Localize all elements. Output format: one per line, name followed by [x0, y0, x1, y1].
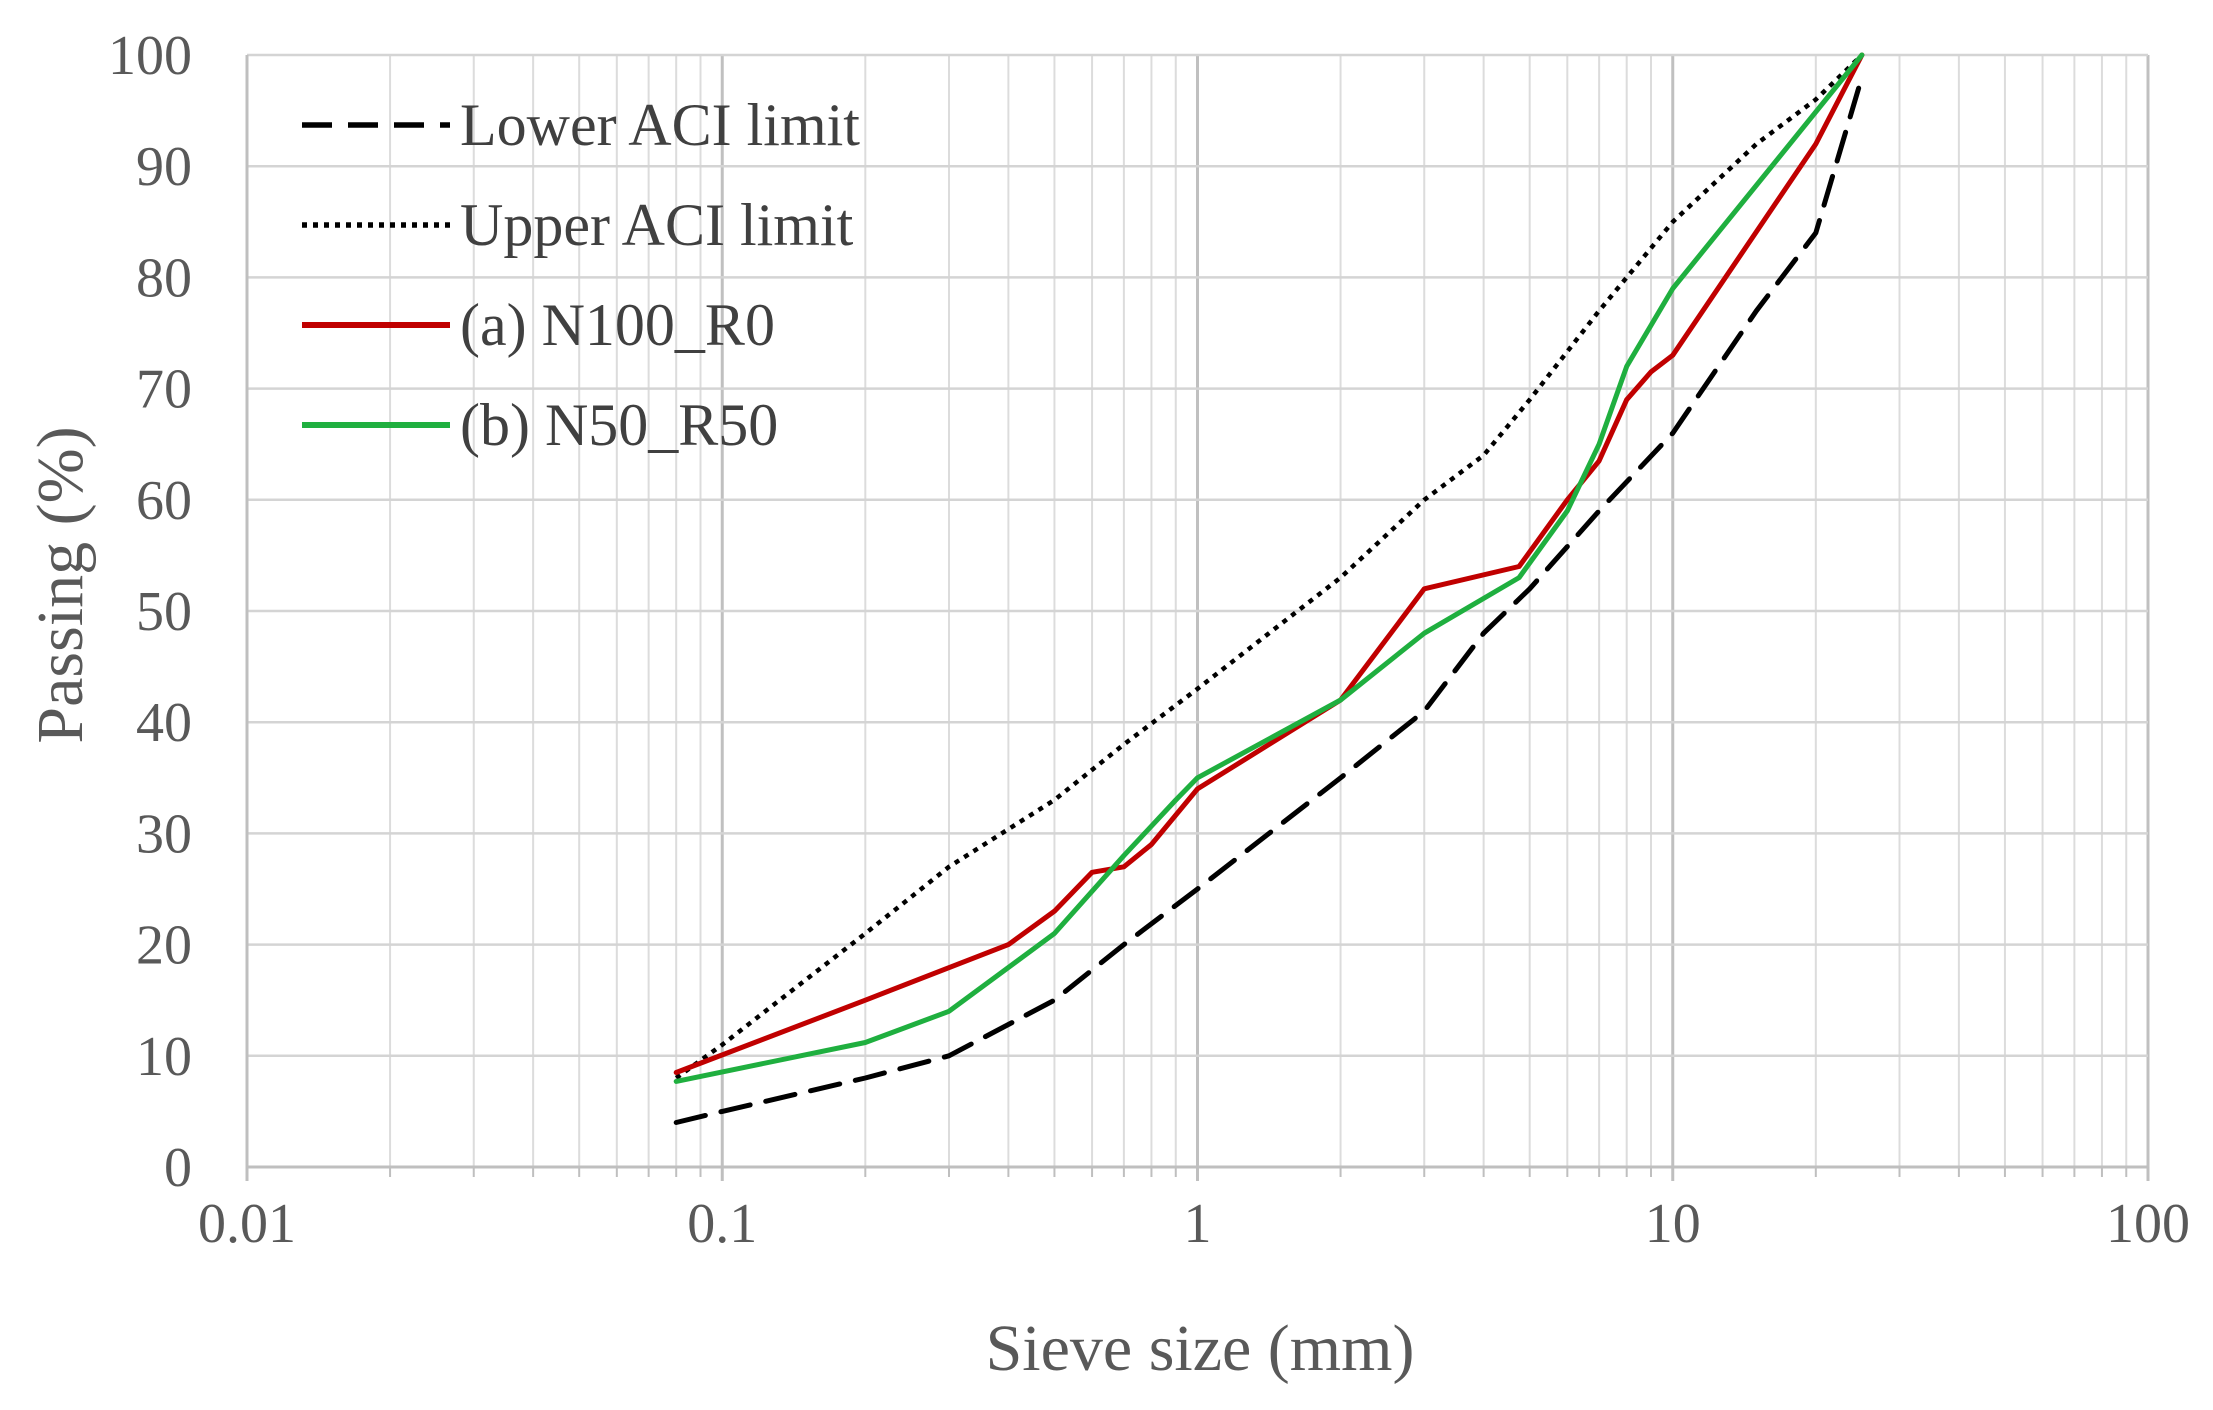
- legend-label: Upper ACI limit: [460, 192, 854, 258]
- y-tick-label: 90: [136, 136, 192, 198]
- axes: [245, 55, 2150, 1181]
- y-tick-label: 30: [136, 803, 192, 865]
- series-line-upper-aci-limit: [674, 53, 1864, 1080]
- legend: Lower ACI limit Upper ACI limit (a) N100_R…: [302, 92, 860, 458]
- series-line-a-n100-r0: [673, 52, 1865, 1075]
- y-tick-label: 50: [136, 581, 192, 643]
- x-tick-label: 0.01: [198, 1193, 296, 1255]
- x-axis-title: Sieve size (mm): [986, 1312, 1415, 1385]
- data-series: [673, 52, 1865, 1125]
- y-axis-title: Passing (%): [24, 426, 97, 743]
- y-tick-label: 80: [136, 247, 192, 309]
- series-line-lower-aci-limit: [673, 74, 1865, 1125]
- y-tick-label: 40: [136, 692, 192, 754]
- y-tick-label: 70: [136, 359, 192, 421]
- legend-label: (a) N100_R0: [460, 292, 775, 358]
- x-tick-label: 100: [2106, 1193, 2190, 1255]
- legend-label: (b) N50_R50: [460, 392, 778, 458]
- y-tick-label: 20: [136, 915, 192, 977]
- legend-label: Lower ACI limit: [460, 92, 860, 158]
- y-tick-label: 60: [136, 470, 192, 532]
- x-tick-label: 10: [1645, 1193, 1701, 1255]
- tick-labels: 0.01 0.1 1 10 100 0 10 20 30 40 50 60 70 80 90 100: [108, 25, 2190, 1255]
- series-line-b-n50-r50: [673, 52, 1865, 1084]
- x-tick-label: 0.1: [687, 1193, 757, 1255]
- x-tick-label: 1: [1184, 1193, 1212, 1255]
- y-tick-label: 100: [108, 25, 192, 87]
- y-tick-label: 10: [136, 1026, 192, 1088]
- y-tick-label: 0: [164, 1137, 192, 1199]
